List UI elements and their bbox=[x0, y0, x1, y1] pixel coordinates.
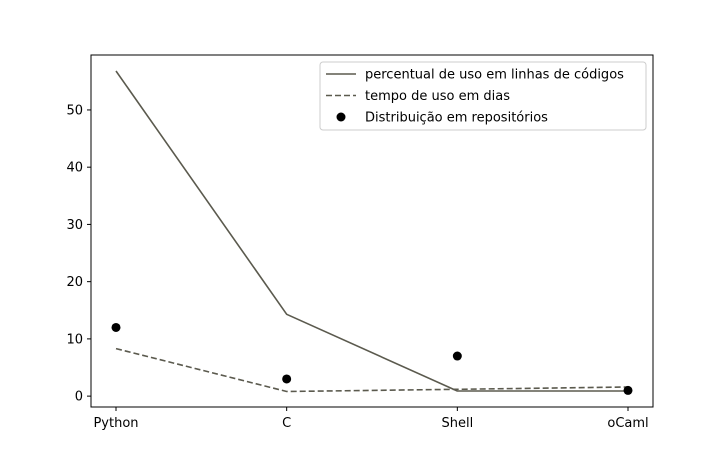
y-tick-label: 20 bbox=[66, 275, 83, 290]
series-line-1 bbox=[115, 347, 629, 393]
y-tick-label: 50 bbox=[66, 103, 83, 118]
plot-area bbox=[111, 70, 633, 395]
data-point-ocaml bbox=[623, 385, 633, 395]
x-tick-label: Shell bbox=[441, 416, 473, 431]
legend-label-2: Distribuição em repositórios bbox=[365, 111, 548, 126]
data-point-python bbox=[111, 322, 121, 332]
legend-label-0: percentual de uso em linhas de códigos bbox=[365, 68, 624, 83]
legend: percentual de uso em linhas de códigos te… bbox=[319, 61, 647, 131]
x-tick-label: C bbox=[282, 416, 291, 431]
y-tick-label: 10 bbox=[66, 332, 83, 347]
y-tick-label: 30 bbox=[66, 218, 83, 233]
legend-box bbox=[319, 61, 647, 131]
data-point-shell bbox=[452, 351, 462, 361]
y-tick-label: 40 bbox=[66, 161, 83, 176]
data-point-c bbox=[282, 374, 292, 384]
legend-label-1: tempo de uso em dias bbox=[365, 89, 510, 104]
legend-swatch-2 bbox=[336, 112, 346, 122]
axes: 0 10 20 30 40 50 Python C Shell oCaml bbox=[66, 54, 654, 431]
axes-frame bbox=[90, 54, 654, 408]
x-tick-label: oCaml bbox=[607, 416, 648, 431]
y-tick-label: 0 bbox=[75, 390, 83, 405]
series-line-0 bbox=[115, 70, 628, 392]
x-tick-label: Python bbox=[93, 416, 138, 431]
